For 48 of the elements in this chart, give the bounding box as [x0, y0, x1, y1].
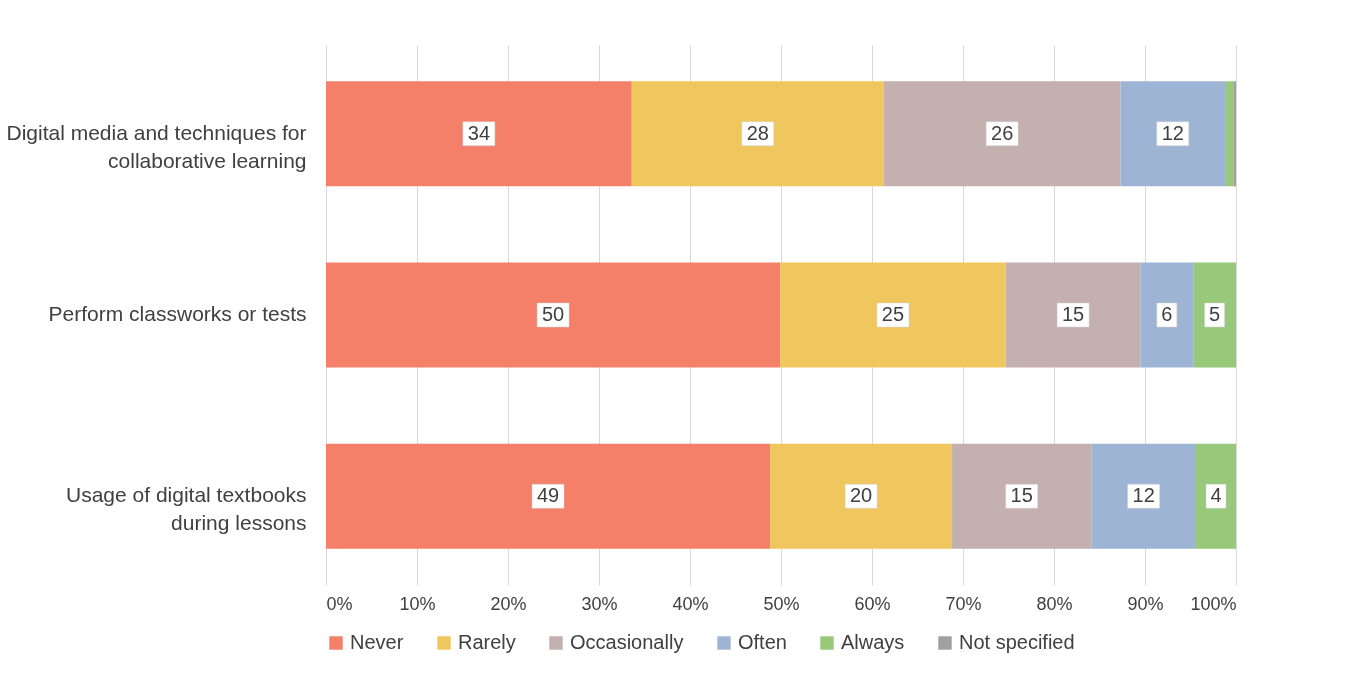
legend-label: Occasionally [570, 631, 684, 653]
y-tick-label: Perform classworks or tests [48, 302, 307, 325]
legend-label: Rarely [458, 631, 516, 653]
x-tick-label: 60% [854, 593, 891, 614]
legend-label: Not specified [959, 631, 1075, 653]
bar [1225, 81, 1234, 187]
bar [1140, 262, 1194, 368]
bar [326, 262, 781, 368]
data-label: 4 [1210, 484, 1222, 507]
x-tick-label: 100% [1190, 593, 1237, 614]
data-label: 25 [881, 303, 905, 325]
data-label: 26 [991, 121, 1014, 144]
data-label: 34 [467, 121, 491, 144]
bar [1005, 262, 1141, 368]
x-tick-label: 10% [399, 593, 436, 614]
bar [780, 262, 1006, 368]
x-tick-label: 80% [1036, 593, 1073, 614]
data-label: 15 [1010, 484, 1033, 507]
bar [326, 81, 632, 187]
legend-label: Always [841, 631, 905, 653]
bar [1091, 443, 1196, 549]
data-label: 5 [1209, 303, 1221, 325]
x-tick-label: 40% [672, 593, 709, 614]
x-tick-label: 0% [326, 593, 353, 614]
y-tick-label: Digital media and techniques for collaborative learning [6, 120, 307, 172]
bar [1120, 81, 1226, 187]
data-label: 6 [1161, 303, 1173, 325]
data-label: 12 [1132, 484, 1155, 507]
x-tick-label: 20% [490, 593, 527, 614]
bar [1233, 81, 1236, 187]
bar [326, 443, 771, 549]
x-tick-label: 90% [1127, 593, 1164, 614]
data-label: 20 [849, 484, 873, 507]
data-label: 15 [1061, 303, 1085, 325]
bar [770, 443, 953, 549]
bar [952, 443, 1092, 549]
data-label: 12 [1161, 121, 1184, 144]
data-label: 50 [541, 303, 565, 325]
y-tick-label: Usage of digital textbooks during lessons [66, 483, 307, 535]
legend-label: Never [350, 631, 404, 653]
legend-label: Often [738, 631, 787, 653]
x-tick-label: 30% [581, 593, 618, 614]
x-tick-label: 70% [945, 593, 982, 614]
bar [631, 81, 884, 187]
data-label: 28 [746, 121, 769, 144]
bar [883, 81, 1121, 187]
data-label: 49 [536, 484, 560, 507]
x-tick-label: 50% [763, 593, 800, 614]
